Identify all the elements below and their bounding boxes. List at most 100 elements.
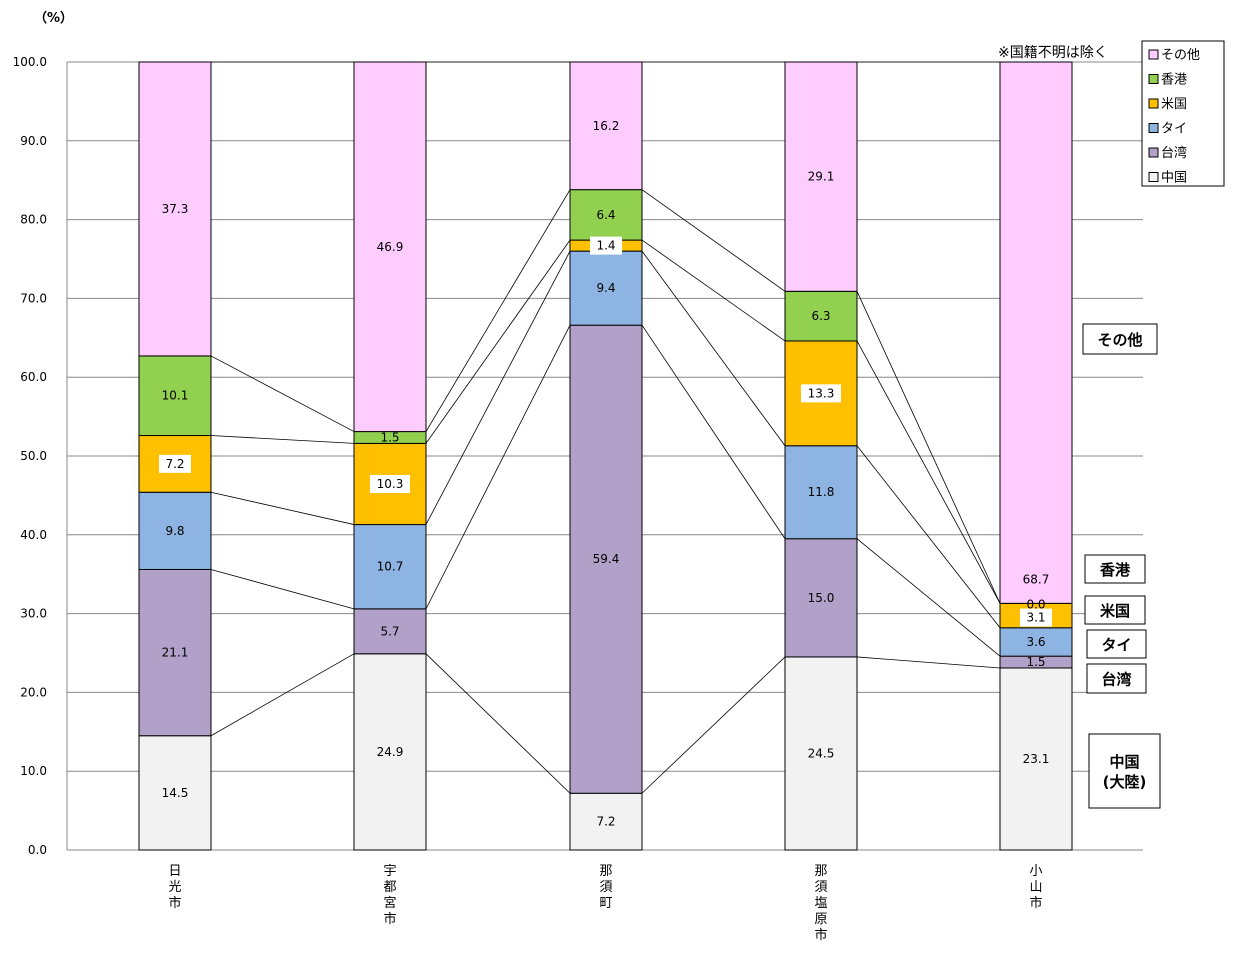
data-label: 1.5 (1026, 655, 1045, 669)
data-label: 9.8 (165, 524, 184, 538)
bar-segment (784, 656, 858, 851)
series-connector-line (856, 538, 1001, 657)
legend-box (1141, 40, 1225, 187)
series-connector-line (856, 656, 1001, 669)
data-label: 37.3 (162, 202, 189, 216)
side-label-box (1084, 595, 1146, 625)
data-label-bg (370, 474, 410, 493)
data-label: 1.4 (596, 239, 615, 253)
x-category-label: 那須塩原市 (814, 864, 827, 943)
data-label: 16.2 (593, 119, 620, 133)
y-tick-label: 10.0 (20, 764, 47, 778)
side-label-box (1086, 629, 1147, 659)
data-label: 14.5 (162, 786, 189, 800)
data-label-bg (159, 454, 191, 473)
legend-swatch (1148, 98, 1159, 109)
legend-swatch (1148, 172, 1159, 182)
data-label-bg (590, 236, 622, 255)
y-unit-label: （%） (34, 10, 73, 26)
data-label: 7.2 (165, 457, 184, 471)
series-connector-line (856, 340, 1001, 604)
axis-layer: 0.0 10.0 20.0 30.0 40.0 50.0 60.0 70.0 80.0 90.0 1… (13, 55, 1043, 943)
series-connector-line (425, 653, 571, 794)
series-connector-line (425, 239, 571, 444)
bar-segment (999, 627, 1073, 657)
series-connector-line (210, 435, 355, 444)
bar-segment (999, 61, 1073, 604)
bar-segment (784, 61, 858, 292)
data-label: 3.1 (1026, 611, 1045, 625)
legend-label: その他 (1161, 48, 1200, 63)
bar-segment (569, 61, 643, 191)
connector-layer (210, 61, 1001, 794)
label-layer: 14.5 24.9 7.2 24.5 23.1 21.1 5.7 59.4 15.0 1.5 9.8… (159, 119, 1052, 829)
bar-segment (569, 250, 643, 326)
bar-segment (138, 491, 212, 570)
data-label-bg (1020, 608, 1052, 627)
bar-segment (569, 189, 643, 241)
series-connector-line (856, 445, 1001, 629)
series-connector-line (425, 250, 571, 525)
data-label: 46.9 (377, 240, 404, 254)
data-label: 59.4 (593, 552, 620, 566)
legend-swatch (1148, 49, 1159, 60)
series-connector-line (425, 189, 571, 432)
y-tick-label: 80.0 (20, 213, 47, 227)
side-label-box (1086, 663, 1147, 694)
data-label: 10.3 (377, 477, 404, 491)
side-label-text: その他 (1097, 331, 1142, 349)
y-tick-label: 20.0 (20, 685, 47, 699)
bar-segment (353, 61, 427, 433)
series-connector-line (210, 653, 355, 737)
data-label: 9.4 (596, 281, 615, 295)
series-connector-line (641, 250, 786, 446)
legend-label: 台湾 (1161, 145, 1187, 161)
side-label-text: 中国(大陸) (1103, 753, 1147, 791)
series-connector-line (210, 569, 355, 610)
data-label: 5.7 (380, 624, 399, 638)
legend-label: 中国 (1161, 171, 1187, 186)
data-label: 3.6 (1026, 635, 1045, 649)
side-label-box (1088, 733, 1161, 809)
series-connector-line (641, 239, 786, 342)
bar-segment (784, 538, 858, 658)
y-tick-label: 60.0 (20, 370, 47, 384)
bar-segment (138, 355, 212, 437)
x-category-label: 小山市 (1029, 864, 1042, 911)
bar-segment (784, 445, 858, 540)
data-label: 15.0 (808, 591, 835, 605)
bar-segment (353, 524, 427, 610)
series-connector-line (210, 491, 355, 525)
bar-segment (784, 290, 858, 342)
side-label-text: タイ (1101, 636, 1131, 654)
series-connector-line (641, 656, 786, 794)
data-label: 10.7 (377, 560, 404, 574)
y-tick-label: 0.0 (28, 843, 47, 857)
side-label-box (1084, 554, 1146, 584)
legend-label: 香港 (1161, 73, 1187, 88)
y-tick-label: 40.0 (20, 528, 47, 542)
y-tick-label: 100.0 (13, 55, 47, 69)
legend-swatch (1148, 74, 1159, 84)
y-tick-label: 70.0 (20, 291, 47, 305)
data-label: 68.7 (1023, 572, 1050, 586)
data-label-bg (801, 384, 841, 403)
y-tick-label: 50.0 (20, 449, 47, 463)
series-connector-line (425, 325, 571, 610)
data-label: 7.2 (596, 815, 615, 829)
y-tick-label: 30.0 (20, 607, 47, 621)
bar-layer (138, 61, 1073, 851)
bar-segment (569, 324, 643, 794)
series-connector-line (641, 324, 786, 539)
data-label: 10.1 (162, 389, 189, 403)
data-label: 21.1 (162, 646, 189, 660)
x-category-label: 日光市 (168, 864, 181, 911)
bar-segment (569, 792, 643, 851)
side-label-text: 台湾 (1101, 671, 1131, 689)
data-label: 0.0 (1026, 597, 1045, 611)
legend-swatch (1148, 147, 1159, 158)
legend-label: 米国 (1161, 97, 1187, 112)
side-label-box (1082, 323, 1158, 355)
